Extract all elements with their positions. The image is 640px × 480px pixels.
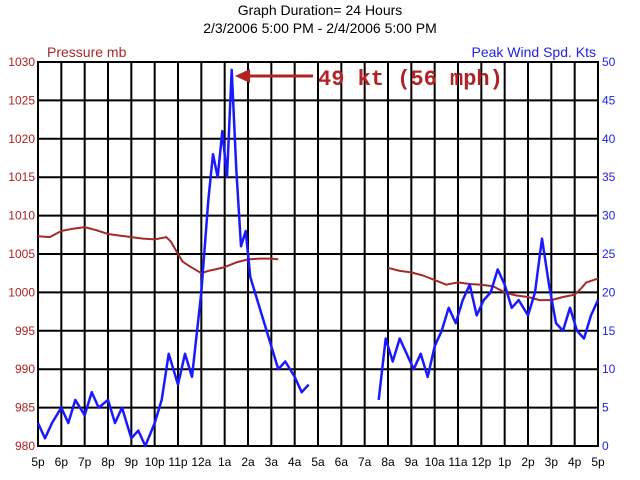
x-tick-label: 4p — [568, 455, 582, 469]
left-tick-label: 1025 — [8, 93, 35, 107]
right-tick-label: 5 — [602, 401, 609, 415]
left-tick-label: 1005 — [8, 247, 35, 261]
x-tick-label: 10a — [425, 455, 445, 469]
x-tick-label: 12a — [191, 455, 211, 469]
right-axis-label: Peak Wind Spd. Kts — [471, 44, 596, 60]
x-tick-label: 8a — [381, 455, 395, 469]
x-tick-label: 3a — [265, 455, 279, 469]
x-tick-label: 2a — [241, 455, 255, 469]
x-tick-label: 3p — [545, 455, 559, 469]
left-tick-label: 995 — [15, 324, 35, 338]
x-tick-label: 1a — [218, 455, 232, 469]
x-tick-label: 7p — [78, 455, 92, 469]
left-tick-label: 1000 — [8, 285, 35, 299]
left-tick-label: 990 — [15, 362, 35, 376]
x-tick-label: 12p — [471, 455, 491, 469]
right-tick-label: 20 — [602, 285, 616, 299]
left-tick-label: 985 — [15, 401, 35, 415]
pressure-line-segment-2 — [387, 266, 599, 302]
right-tick-label: 40 — [602, 132, 616, 146]
wind-line-segment-2 — [377, 237, 600, 401]
x-tick-label: 7a — [358, 455, 372, 469]
left-tick-label: 1015 — [8, 170, 35, 184]
chart-grid — [37, 61, 599, 447]
chart-subtitle: 2/3/2006 5:00 PM - 2/4/2006 5:00 PM — [203, 20, 437, 36]
annotation-text: 49 kt (56 mph) — [318, 67, 503, 92]
x-tick-label: 8p — [101, 455, 115, 469]
left-tick-label: 1010 — [8, 209, 35, 223]
x-tick-label: 5a — [311, 455, 325, 469]
x-tick-label: 4a — [288, 455, 302, 469]
right-tick-label: 35 — [602, 170, 616, 184]
right-tick-label: 30 — [602, 209, 616, 223]
right-tick-label: 25 — [602, 247, 616, 261]
right-tick-label: 45 — [602, 93, 616, 107]
right-tick-label: 15 — [602, 324, 616, 338]
chart-title: Graph Duration= 24 Hours — [238, 2, 403, 18]
x-tick-label: 1p — [498, 455, 512, 469]
x-tick-label: 6p — [55, 455, 69, 469]
x-tick-label: 10p — [145, 455, 165, 469]
x-tick-label: 5p — [591, 455, 605, 469]
x-tick-label: 5p — [31, 455, 45, 469]
right-tick-label: 50 — [602, 55, 616, 69]
left-tick-label: 1020 — [8, 132, 35, 146]
annotation-arrowhead — [235, 69, 250, 83]
x-tick-label: 9a — [405, 455, 419, 469]
x-tick-label: 11p — [168, 455, 187, 469]
x-tick-label: 6a — [335, 455, 349, 469]
right-tick-label: 0 — [602, 439, 609, 453]
right-tick-label: 10 — [602, 362, 616, 376]
x-tick-label: 11a — [448, 455, 467, 469]
chart-ticks: 5p 6p 7p 8p 9p 10p 11p 12a 1a 2a 3a 4a 5a 6a 7a 8a 9a 10a… — [8, 55, 615, 469]
chart-series — [36, 68, 600, 448]
plot-frame — [37, 61, 599, 447]
pressure-line-segment-1 — [37, 226, 279, 275]
left-tick-label: 980 — [15, 439, 35, 453]
peak-annotation: 49 kt (56 mph) — [235, 67, 503, 92]
left-axis-label: Pressure mb — [47, 44, 127, 60]
x-tick-label: 9p — [125, 455, 139, 469]
left-tick-label: 1030 — [8, 55, 35, 69]
wind-line-segment-1 — [36, 68, 310, 448]
x-tick-label: 2p — [521, 455, 535, 469]
